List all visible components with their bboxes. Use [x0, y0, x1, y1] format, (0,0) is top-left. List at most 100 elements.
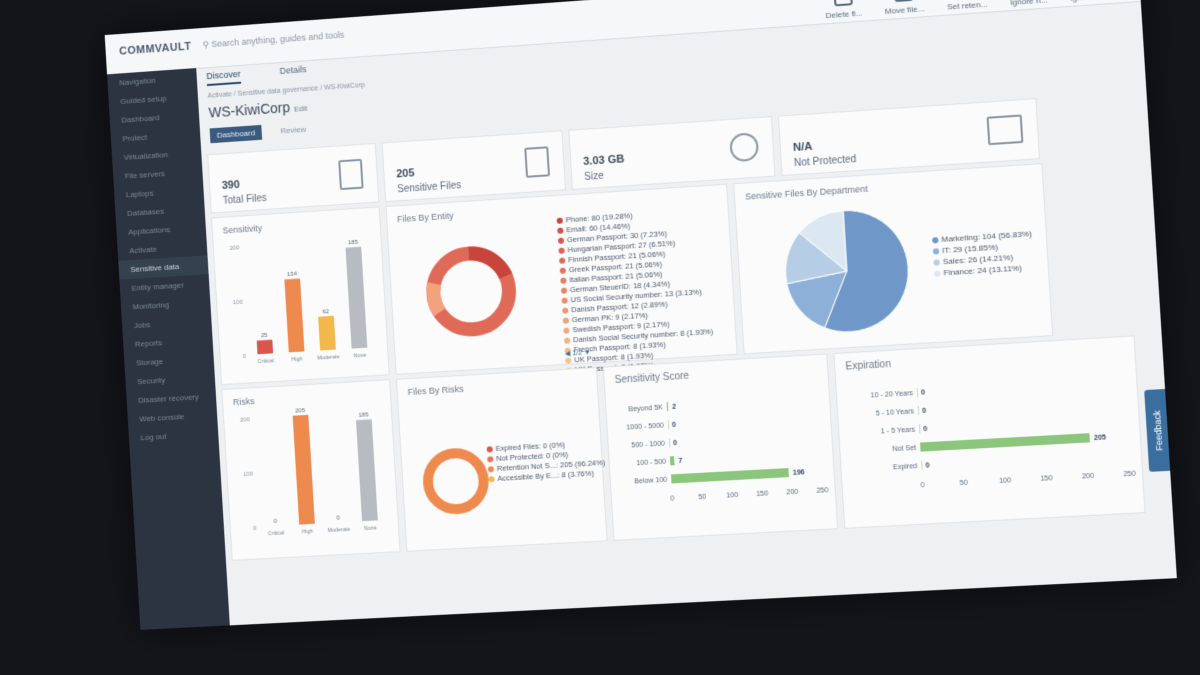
app-logo: COMMVAULT — [119, 41, 192, 58]
department-chart-card: Sensitive Files By Department Marketing:… — [733, 163, 1053, 354]
bar[interactable] — [671, 468, 789, 483]
bar-value-label: 185 — [358, 413, 369, 420]
bar[interactable] — [670, 456, 675, 465]
feedback-button[interactable]: Feedback — [1144, 389, 1172, 472]
sensitivity-chart-card: Sensitivity 200 100 0 25 Critical 134 High 62 Mo… — [211, 206, 390, 385]
bar[interactable] — [318, 316, 336, 351]
risks-chart-card: Risks 200 100 0 0 Critical 205 High 0 Moderate 18… — [221, 379, 400, 561]
legend-label: Finance: 24 (13.11%) — [943, 263, 1022, 277]
trash-icon — [833, 0, 852, 6]
tab-0[interactable]: Discover — [206, 69, 241, 86]
x-tick-label: Critical — [268, 530, 285, 537]
subtab-0[interactable]: Dashboard — [210, 125, 263, 143]
files-by-risks-card: Files By Risks Expired Files: 0 (0%) Not … — [396, 367, 608, 552]
page-title: WS-KiwiCorp Edit — [208, 98, 308, 121]
bar-value-label: 25 — [261, 333, 269, 339]
y-tick-label: 0 — [242, 354, 246, 360]
legend-swatch — [562, 308, 568, 314]
search-placeholder: Search anything, guides and tools — [211, 30, 344, 49]
bar[interactable] — [284, 278, 304, 352]
kpi-protection[interactable]: N/A Not Protected — [778, 98, 1040, 176]
bar-value-label: 205 — [1094, 434, 1107, 442]
bar[interactable] — [356, 419, 378, 521]
kpi-sensitive-files[interactable]: 205 Sensitive Files — [382, 130, 566, 202]
kpi-size[interactable]: 3.03 GB Size — [568, 116, 775, 190]
y-tick-label: 200 — [240, 417, 251, 424]
bar[interactable] — [917, 388, 918, 397]
x-tick-label: Critical — [257, 358, 274, 365]
size-label: Size — [584, 171, 604, 183]
toolbar-action-3[interactable]: Ignore ri... — [1008, 0, 1047, 7]
bar[interactable] — [667, 402, 669, 411]
x-tick-label: None — [364, 525, 377, 532]
x-tick-label: 100 — [999, 477, 1012, 485]
x-tick-label: 100 — [726, 492, 738, 500]
legend-swatch — [561, 288, 567, 294]
legend-swatch — [565, 357, 571, 363]
toolbar-action-label: Set reten... — [947, 0, 988, 12]
bar[interactable] — [293, 415, 315, 525]
bar[interactable] — [918, 406, 919, 415]
bar[interactable] — [268, 525, 284, 526]
files-by-risks-title: Files By Risks — [407, 384, 464, 397]
bar[interactable] — [669, 438, 670, 447]
bar[interactable] — [331, 522, 347, 523]
bar[interactable] — [668, 420, 669, 429]
x-tick-label: None — [353, 353, 366, 360]
department-title: Sensitive Files By Department — [745, 184, 868, 202]
bar-value-label: 0 — [274, 519, 278, 525]
x-tick-label: 0 — [920, 482, 925, 489]
bar[interactable] — [921, 461, 922, 470]
toolbar-action-2[interactable]: Set reten... — [945, 0, 987, 12]
bar[interactable] — [345, 247, 367, 349]
legend-swatch — [560, 268, 566, 274]
size-value: 3.03 GB — [583, 153, 625, 168]
legend-swatch — [557, 218, 563, 224]
legend-swatch — [487, 456, 493, 462]
legend-swatch — [558, 248, 564, 254]
bar-value-label: 7 — [678, 458, 683, 465]
toolbar-action-label: Ignore ri... — [1010, 0, 1048, 7]
x-tick-label: 250 — [1123, 471, 1136, 479]
unprotected-icon — [987, 114, 1024, 145]
x-tick-label: 150 — [756, 490, 768, 498]
bar-value-label: 0 — [925, 462, 930, 469]
x-tick-label: 0 — [670, 495, 674, 502]
x-tick-label: 50 — [698, 494, 706, 502]
x-tick-label: 200 — [1082, 473, 1095, 481]
y-tick-label: 100 — [233, 300, 244, 307]
bar-value-label: 0 — [672, 422, 677, 429]
kpi-total-files[interactable]: 390 Total Files — [207, 143, 379, 214]
bar[interactable] — [920, 433, 1090, 451]
subtab-1[interactable]: Review — [273, 121, 313, 139]
bar-value-label: 0 — [922, 408, 927, 415]
tab-1[interactable]: Details — [279, 64, 307, 81]
x-tick-label: 200 — [786, 489, 798, 497]
toolbar-action-1[interactable]: Move file... — [883, 0, 925, 16]
legend-swatch — [564, 338, 570, 344]
legend-swatch — [487, 446, 493, 452]
legend-swatch — [932, 237, 939, 243]
toolbar-action-0[interactable]: Delete fi... — [824, 0, 863, 20]
edit-link[interactable]: Edit — [294, 104, 308, 114]
sensitive-files-value: 205 — [396, 167, 415, 180]
bar-value-label: 0 — [921, 389, 926, 396]
y-tick-label: 10 - 20 Years — [870, 390, 913, 400]
toolbar-action-4[interactable]: Ignore fil... — [1069, 0, 1110, 3]
bar-value-label: 0 — [673, 440, 678, 447]
files-by-entity-card: Files By Entity Phone: 80 (19.28%) Email:… — [385, 184, 737, 375]
bar[interactable] — [257, 340, 273, 355]
sensitivity-score-card: Sensitivity Score Beyond 5K 2 1000 - 5000 0… — [603, 353, 838, 540]
toolbar-action-label: Ignore fil... — [1070, 0, 1109, 3]
bar[interactable] — [919, 424, 920, 433]
entity-donut — [408, 228, 534, 355]
y-tick-label: Expired — [893, 463, 918, 471]
protection-label: Not Protected — [794, 154, 857, 169]
sidebar-item-19[interactable]: Log out — [128, 424, 218, 448]
entity-pager[interactable]: ◀ 1/2 ▼ — [565, 348, 591, 358]
y-tick-label: 0 — [253, 526, 257, 532]
bar-value-label: 196 — [793, 469, 805, 477]
breadcrumb[interactable]: Activate / Sensitive data governance / W… — [207, 82, 365, 100]
search-input[interactable]: ⚲ Search anything, guides and tools — [202, 30, 344, 51]
department-legend: Marketing: 104 (56.83%) IT: 29 (15.85%) Sa… — [932, 228, 1034, 279]
